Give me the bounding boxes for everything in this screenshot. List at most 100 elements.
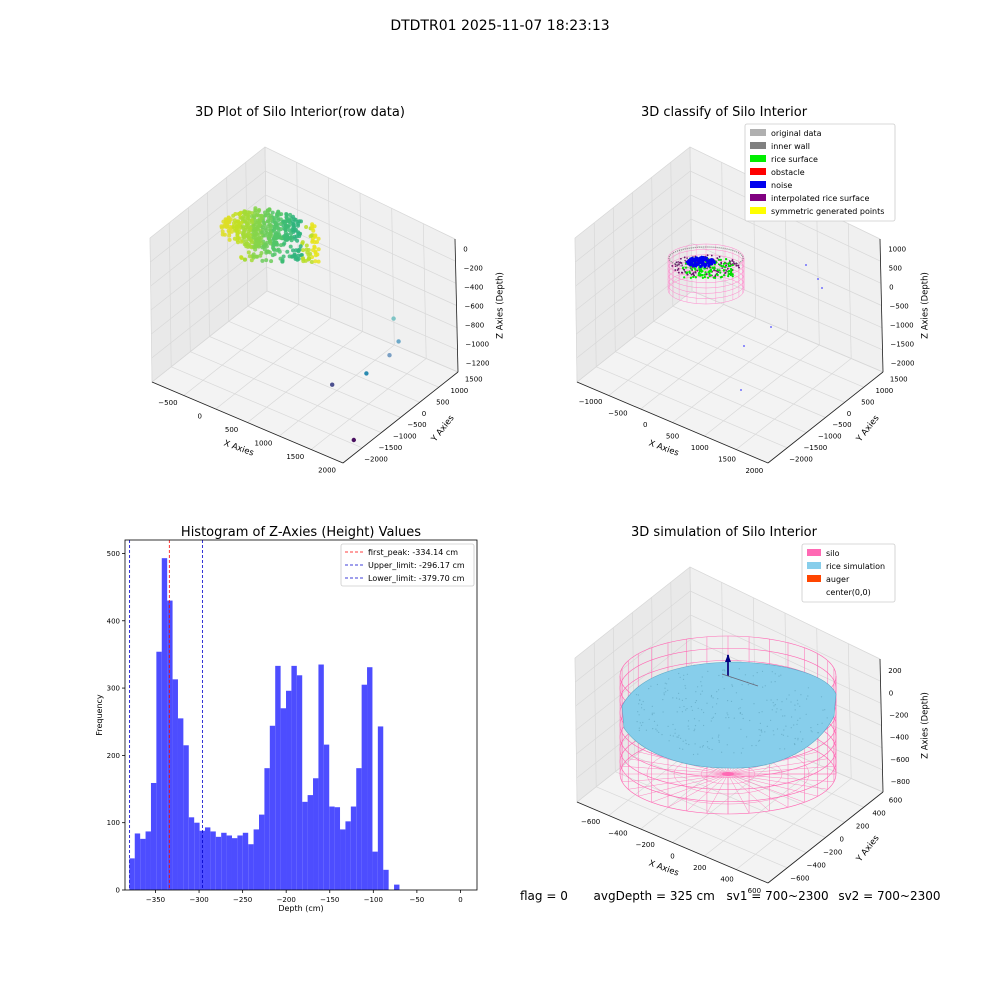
rice-point <box>251 252 256 257</box>
rice-texture <box>782 715 784 717</box>
rice-texture <box>663 692 665 694</box>
rice-texture <box>796 699 799 701</box>
y-tick-label: 200 <box>856 823 869 831</box>
rice-surface-point <box>718 269 721 272</box>
rice-texture <box>773 705 775 707</box>
rice-texture <box>684 685 686 687</box>
interp-point <box>693 274 695 277</box>
rice-point <box>236 240 240 245</box>
x-tick-label: −350 <box>146 896 165 904</box>
rice-surface-point <box>722 265 725 268</box>
rice-texture <box>761 670 764 673</box>
rice-point <box>292 252 297 257</box>
rice-texture <box>821 722 823 724</box>
sv2-text: sv2 = 700~2300 <box>838 889 941 903</box>
rice-texture <box>701 685 703 687</box>
rice-texture <box>759 739 761 742</box>
rice-surface-point <box>727 262 730 265</box>
rice-texture <box>712 706 714 708</box>
rice-texture <box>759 722 762 725</box>
rice-texture <box>683 705 685 708</box>
rice-point <box>279 243 283 248</box>
rice-texture <box>775 711 777 713</box>
histogram-bar <box>323 744 330 890</box>
rice-texture <box>718 689 720 691</box>
rice-texture <box>635 694 638 696</box>
rice-surface-point <box>728 269 731 273</box>
rice-texture <box>807 695 809 697</box>
x-tick-label: 600 <box>748 887 761 895</box>
rice-surface-point <box>681 266 685 270</box>
rice-texture <box>752 675 754 677</box>
rice-texture <box>703 724 705 727</box>
histogram-bar <box>356 768 362 890</box>
rice-texture <box>791 716 793 718</box>
x-tick-label: 1500 <box>718 456 736 464</box>
auger-tip <box>725 654 731 662</box>
rice-texture <box>669 734 672 736</box>
rice-point <box>300 240 305 245</box>
rice-point <box>291 219 295 224</box>
interp-point <box>725 269 727 271</box>
rice-point <box>316 259 321 264</box>
y-axis-line <box>767 791 884 884</box>
rice-texture <box>760 730 762 732</box>
rice-texture <box>701 709 703 711</box>
silo-floor-center <box>722 772 734 776</box>
rice-texture <box>642 700 644 703</box>
rice-point <box>299 219 303 224</box>
z-tick-label: 0 <box>889 284 893 292</box>
rice-texture <box>802 738 804 740</box>
x-tick-label: 2000 <box>318 466 336 474</box>
z-axis-label: Z Axies (Depth) <box>921 692 931 759</box>
rice-point <box>241 234 246 239</box>
rice-texture <box>810 727 812 729</box>
rice-surface-point <box>716 269 719 272</box>
flag-text: flag = 0 <box>520 889 568 903</box>
rice-point <box>293 255 298 260</box>
rice-point <box>288 212 293 217</box>
rice-point <box>268 231 273 236</box>
rice-texture <box>727 700 729 702</box>
rice-point <box>242 257 247 262</box>
interp-point <box>681 271 684 274</box>
rice-texture <box>761 711 763 713</box>
rice-texture <box>817 723 819 726</box>
rice-texture <box>799 705 801 707</box>
histogram-bar <box>318 664 324 890</box>
rice-texture <box>826 717 828 719</box>
rice-texture <box>774 673 776 675</box>
rice-point <box>283 227 288 232</box>
rice-point <box>310 226 315 231</box>
rice-texture <box>755 744 757 747</box>
histogram-bar <box>248 844 254 890</box>
rice-point <box>220 229 225 234</box>
interp-point <box>690 273 693 276</box>
rice-surface-point <box>715 273 719 276</box>
y-tick-label: −200 <box>823 849 842 857</box>
rice-texture <box>693 718 696 720</box>
rice-point <box>249 220 254 225</box>
rice-texture <box>741 713 743 715</box>
rice-texture <box>758 729 760 731</box>
rice-texture <box>800 694 802 696</box>
interp-point <box>671 265 673 267</box>
rice-point <box>279 212 284 217</box>
rice-point <box>226 228 231 233</box>
rice-point <box>247 236 252 241</box>
rice-texture <box>694 701 697 704</box>
rice-texture <box>805 713 807 715</box>
rice-texture <box>682 678 685 681</box>
rice-texture <box>698 720 700 722</box>
histogram-bar <box>367 667 373 890</box>
rice-texture <box>728 716 730 719</box>
rice-point <box>252 245 257 250</box>
rice-point <box>274 240 279 245</box>
histogram-bar <box>280 708 287 890</box>
rice-texture <box>667 689 669 691</box>
rice-point <box>249 258 254 263</box>
rice-point <box>228 217 233 222</box>
y-tick-label: 0 <box>847 410 851 418</box>
rice-texture <box>679 676 681 678</box>
rice-texture <box>721 751 723 753</box>
